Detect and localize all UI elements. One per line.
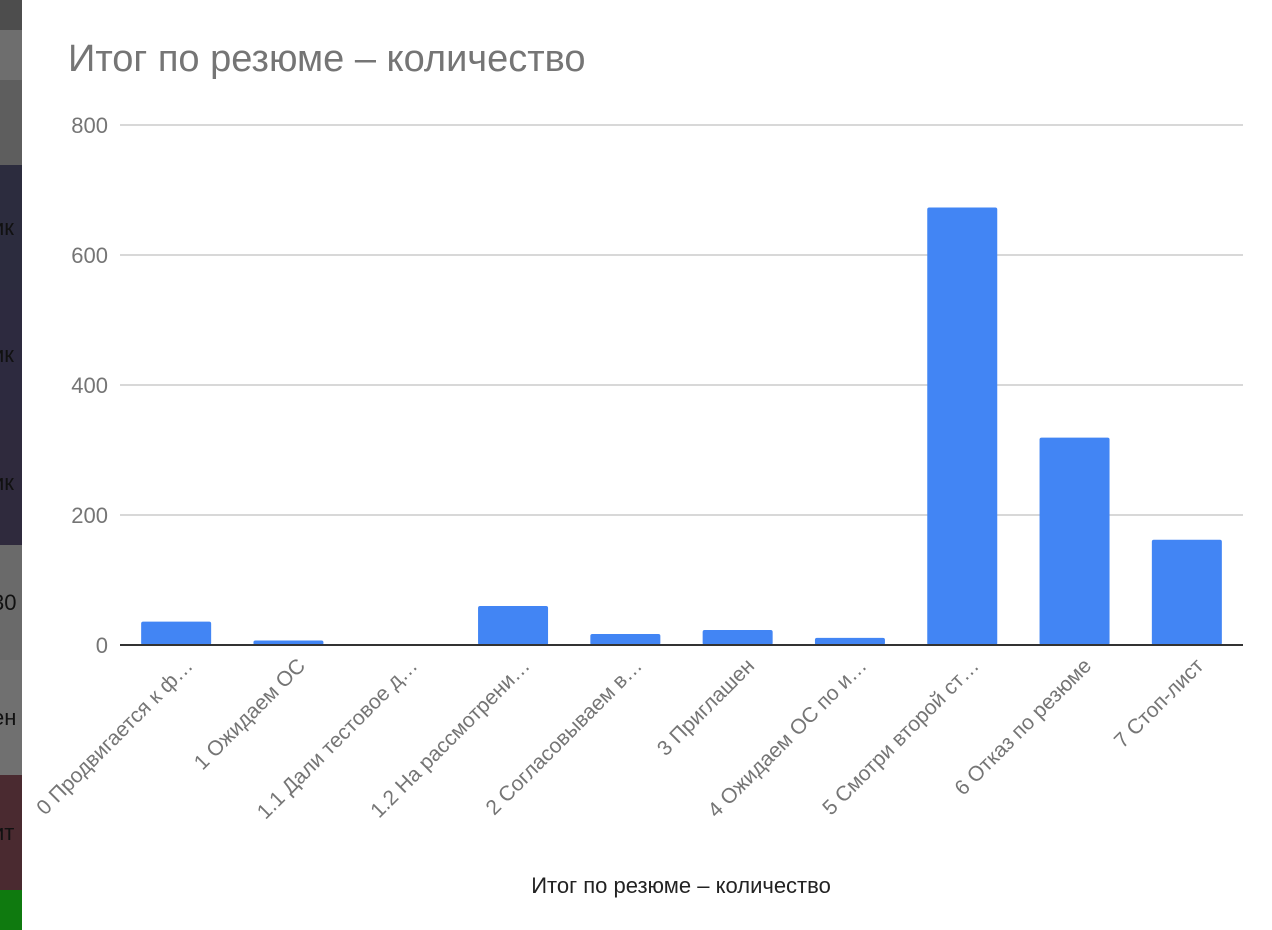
y-tick-label: 600 bbox=[71, 243, 108, 268]
background-cell bbox=[0, 165, 22, 290]
background-cell-text: ик bbox=[0, 214, 14, 240]
background-cell-text: 30 bbox=[0, 589, 17, 615]
background-cell bbox=[0, 890, 22, 930]
background-cell-text: ик bbox=[0, 342, 14, 367]
x-axis-title: Итог по резюме – количество bbox=[531, 873, 831, 898]
background-cell bbox=[0, 660, 22, 775]
background-cell bbox=[0, 420, 22, 545]
bar bbox=[478, 606, 549, 645]
background-cell-text: ик bbox=[0, 469, 14, 495]
bar bbox=[590, 633, 661, 645]
bar bbox=[814, 637, 885, 645]
y-tick-label: 400 bbox=[71, 373, 108, 398]
x-category-label: 3 Приглашен bbox=[653, 654, 759, 760]
y-tick-label: 0 bbox=[96, 633, 108, 658]
chart-card: Итог по резюме – количество 0 200 400 600 80… bbox=[22, 0, 1272, 930]
bar-chart: 0 200 400 600 800 0 Продвигается к ф…1 Ожидае… bbox=[32, 113, 1243, 898]
background-cell-text: ен bbox=[0, 704, 17, 730]
x-category-label: 1 Ожидаем ОС bbox=[190, 654, 310, 774]
background-cell bbox=[0, 0, 22, 30]
bar bbox=[1151, 539, 1222, 645]
bar bbox=[702, 630, 773, 645]
x-category-label: 0 Продвигается к ф… bbox=[32, 654, 197, 819]
background-cell bbox=[0, 545, 22, 660]
chart-title: Итог по резюме – количество bbox=[68, 38, 586, 80]
background-cell bbox=[0, 80, 22, 165]
y-tick-label: 200 bbox=[71, 503, 108, 528]
background-spreadsheet-strip: ик ик ик 30 ен ит bbox=[0, 0, 22, 930]
bar bbox=[1039, 437, 1110, 645]
x-category-label: 7 Стоп-лист bbox=[1110, 654, 1209, 753]
bar bbox=[141, 621, 212, 645]
background-cell bbox=[0, 290, 22, 420]
background-cell-text: ит bbox=[0, 819, 15, 845]
background-cell bbox=[0, 775, 22, 890]
bar bbox=[253, 640, 324, 645]
background-cell bbox=[0, 30, 22, 80]
y-tick-label: 800 bbox=[71, 113, 108, 138]
bar bbox=[927, 207, 998, 646]
